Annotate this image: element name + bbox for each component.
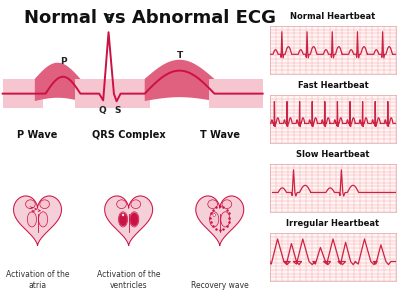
Ellipse shape bbox=[213, 214, 216, 216]
Text: Normal Heartbeat: Normal Heartbeat bbox=[290, 12, 376, 21]
Ellipse shape bbox=[131, 200, 141, 208]
Polygon shape bbox=[3, 79, 43, 108]
Polygon shape bbox=[35, 63, 80, 101]
Polygon shape bbox=[209, 79, 263, 108]
Text: Activation of the
ventricles: Activation of the ventricles bbox=[97, 270, 160, 290]
Text: Irregular Heartbeat: Irregular Heartbeat bbox=[286, 219, 380, 228]
Polygon shape bbox=[75, 79, 115, 108]
Text: T Wave: T Wave bbox=[200, 130, 240, 140]
Ellipse shape bbox=[40, 200, 50, 208]
Ellipse shape bbox=[119, 213, 127, 226]
Ellipse shape bbox=[26, 200, 35, 208]
Ellipse shape bbox=[122, 214, 124, 216]
Text: P Wave: P Wave bbox=[17, 130, 58, 140]
Text: P: P bbox=[60, 57, 66, 67]
Text: Slow Heartbeat: Slow Heartbeat bbox=[296, 150, 370, 159]
Text: Normal vs Abnormal ECG: Normal vs Abnormal ECG bbox=[24, 9, 276, 27]
Text: Q: Q bbox=[98, 106, 106, 115]
Text: QRS Complex: QRS Complex bbox=[92, 130, 166, 140]
Text: Recovery wave: Recovery wave bbox=[191, 281, 249, 290]
Ellipse shape bbox=[221, 212, 230, 227]
Ellipse shape bbox=[118, 212, 128, 227]
Polygon shape bbox=[145, 60, 214, 101]
Ellipse shape bbox=[38, 212, 48, 227]
Ellipse shape bbox=[27, 212, 36, 227]
Ellipse shape bbox=[130, 213, 138, 226]
Ellipse shape bbox=[117, 200, 126, 208]
Ellipse shape bbox=[208, 200, 218, 208]
Polygon shape bbox=[115, 79, 150, 108]
Polygon shape bbox=[105, 196, 153, 246]
Ellipse shape bbox=[210, 212, 219, 227]
Text: R: R bbox=[105, 14, 112, 24]
Text: T: T bbox=[176, 51, 183, 60]
Text: Activation of the
atria: Activation of the atria bbox=[6, 270, 69, 290]
Ellipse shape bbox=[222, 200, 232, 208]
Text: S: S bbox=[115, 106, 121, 115]
Text: Fast Heartbeat: Fast Heartbeat bbox=[298, 81, 368, 90]
Polygon shape bbox=[196, 196, 244, 246]
Ellipse shape bbox=[130, 212, 139, 227]
Polygon shape bbox=[14, 196, 62, 246]
